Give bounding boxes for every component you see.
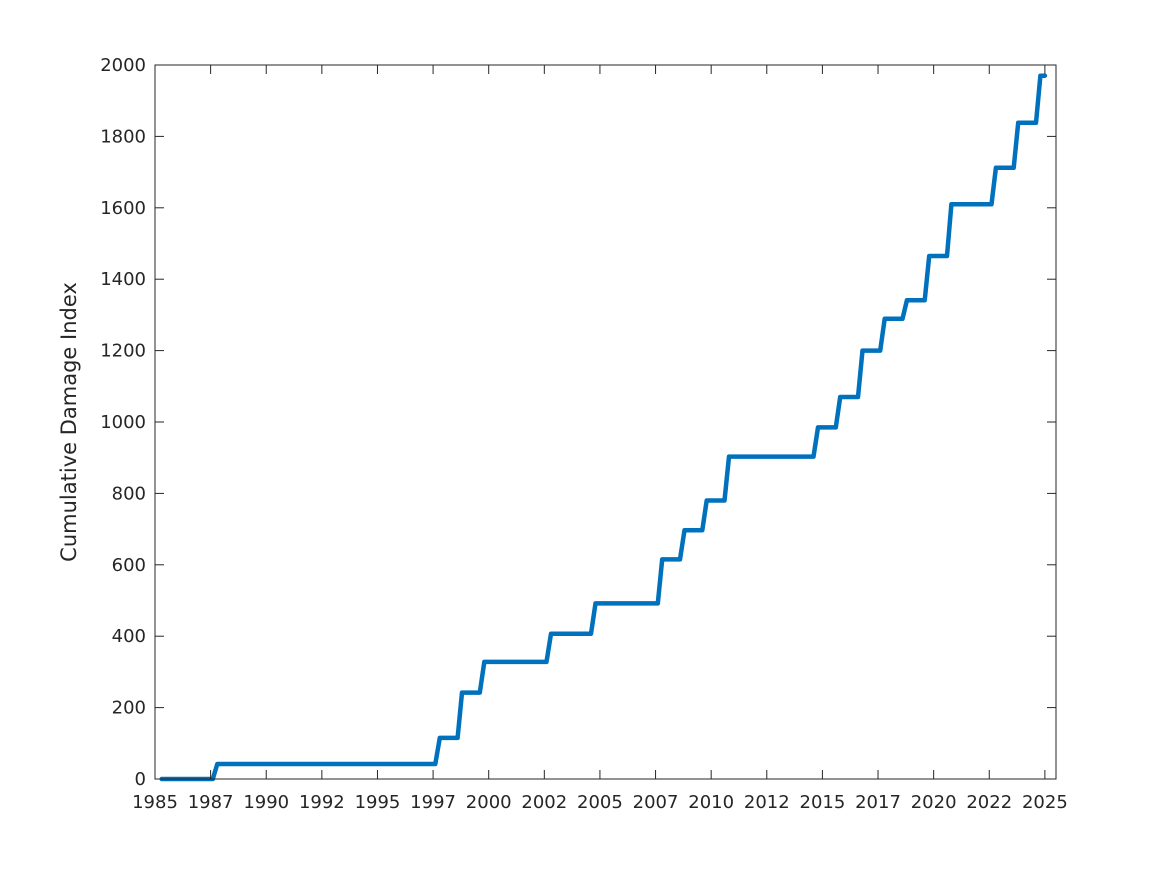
x-tick-label: 2022 [966,792,1012,813]
series-line [159,73,1048,782]
y-tick-label: 1800 [100,126,146,147]
y-tick-label: 400 [112,626,146,647]
tick-layer: 1985 1987 1990 1992 1995 1997 2000 2002 2005 2007… [100,55,1068,813]
x-tick-label: 2000 [466,792,512,813]
x-tick-label: 2020 [911,792,957,813]
y-tick-label: 2000 [100,55,146,76]
y-tick-label: 800 [112,483,146,504]
x-tick-label: 2002 [521,792,567,813]
x-tick-label: 1992 [299,792,345,813]
x-tick-label: 2012 [744,792,790,813]
x-tick-label: 2007 [633,792,679,813]
x-tick-label: 2005 [577,792,623,813]
x-tick-label: 1997 [410,792,456,813]
y-tick-label: 1000 [100,412,146,433]
plot-area [155,65,1056,779]
x-tick-label: 1995 [355,792,401,813]
y-axis-label: Cumulative Damage Index [57,282,81,562]
x-tick-label: 2017 [855,792,901,813]
data-layer [159,73,1048,782]
y-tick-label: 0 [135,769,146,790]
y-tick-label: 1200 [100,341,146,362]
x-tick-label: 2015 [800,792,846,813]
y-tick-label: 600 [112,555,146,576]
x-tick-label: 1985 [132,792,178,813]
y-tick-label: 1600 [100,198,146,219]
y-tick-label: 1400 [100,269,146,290]
x-tick-label: 1990 [243,792,289,813]
plot-frame [154,64,1057,780]
y-tick-label: 200 [112,698,146,719]
x-tick-label: 2025 [1022,792,1068,813]
x-tick-label: 2010 [688,792,734,813]
x-tick-label: 1987 [188,792,234,813]
